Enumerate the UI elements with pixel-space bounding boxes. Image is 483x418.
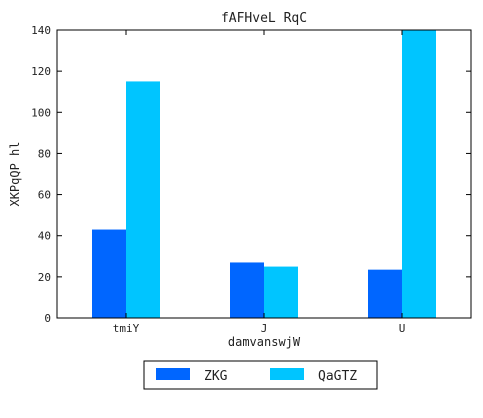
- legend-swatch-zkg: [156, 368, 190, 380]
- legend-label-qagtz: QaGTZ: [318, 369, 357, 384]
- legend: ZKG QaGTZ: [143, 360, 378, 390]
- y-tick-label: 80: [38, 147, 51, 160]
- x-axis-label: damvanswjW: [228, 335, 301, 349]
- bar-zkg-j: [230, 262, 264, 318]
- legend-label-zkg: ZKG: [204, 369, 228, 384]
- plot-area: 0 20 40 60 80 100 120 140 tmiY J U: [31, 24, 471, 335]
- y-tick-label: 0: [44, 312, 51, 325]
- plot-frame: [56, 29, 472, 319]
- bar-zkg-u: [368, 269, 402, 318]
- y-axis-label: XKPqQP hl: [8, 141, 22, 206]
- y-tick-label: 100: [31, 106, 51, 119]
- y-tick-label: 20: [38, 271, 51, 284]
- x-tick-label: J: [261, 322, 268, 335]
- y-tick-label: 140: [31, 24, 51, 37]
- bar-qagtz-tmiy: [126, 81, 160, 318]
- y-tick-label: 60: [38, 189, 51, 202]
- x-tick-label: U: [399, 322, 406, 335]
- legend-swatch-qagtz: [270, 368, 304, 380]
- y-tick-label: 40: [38, 230, 51, 243]
- chart-title: fAFHveL RqC: [221, 11, 307, 26]
- bar-qagtz-j: [264, 266, 298, 318]
- y-tick-label: 120: [31, 65, 51, 78]
- x-tick-label: tmiY: [113, 322, 140, 335]
- bar-zkg-tmiy: [92, 229, 126, 318]
- bar-qagtz-u: [402, 30, 436, 318]
